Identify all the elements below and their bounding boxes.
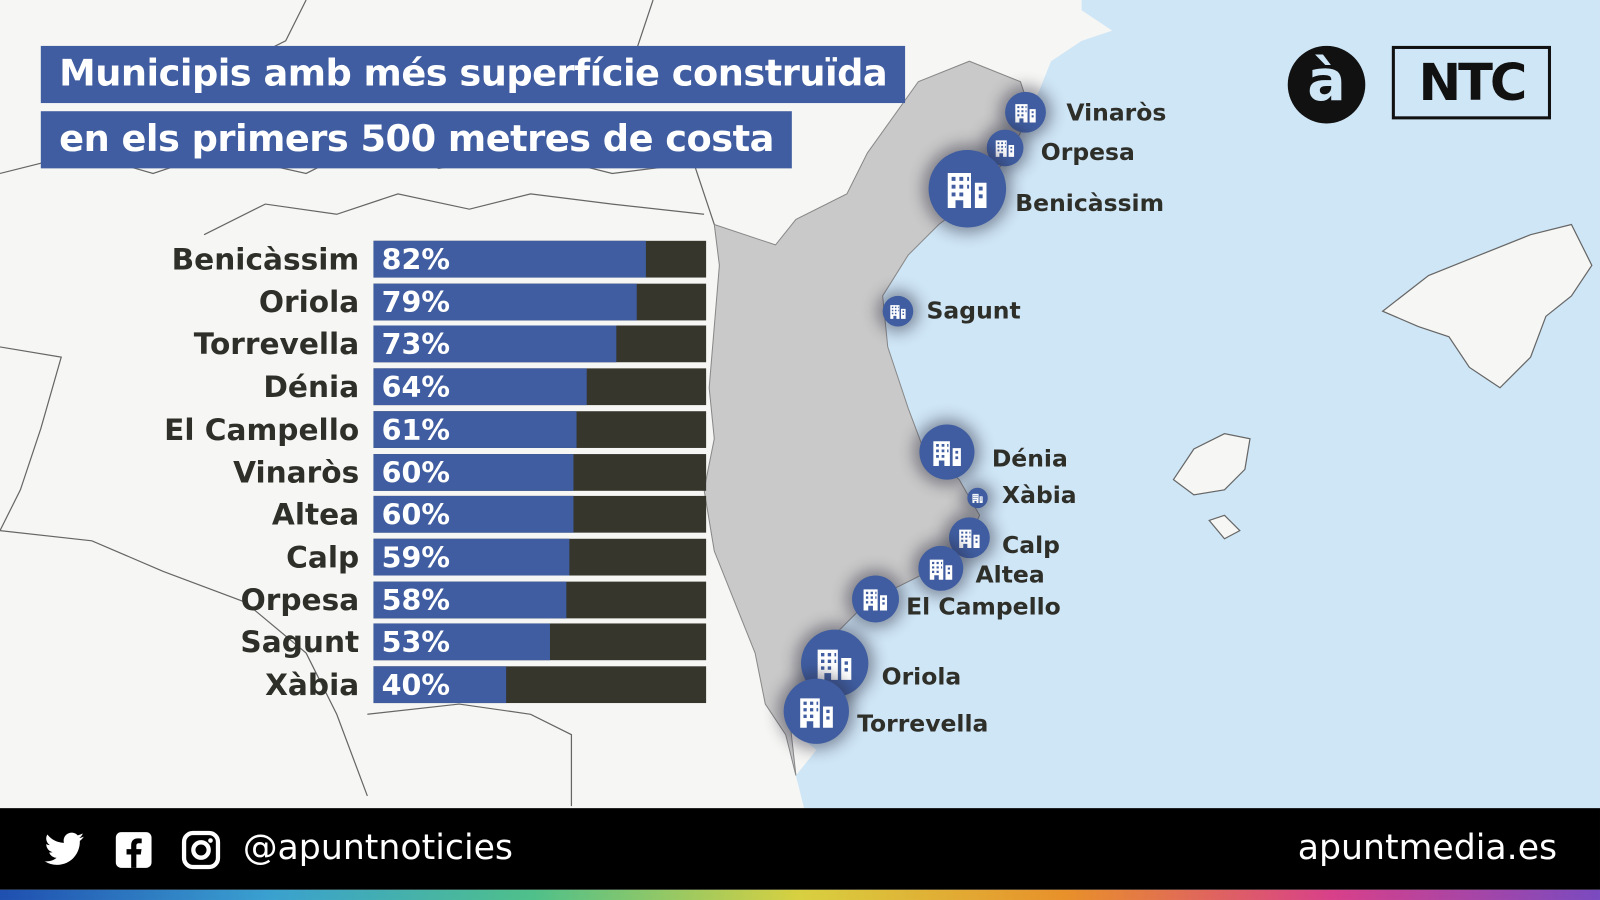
bar-fill xyxy=(373,325,617,363)
map-marker-label: Torrevella xyxy=(857,711,989,738)
bar-value-label: 40% xyxy=(381,668,451,703)
facebook-icon[interactable] xyxy=(112,829,155,872)
bar-fill xyxy=(373,581,567,618)
bar-fill xyxy=(373,411,577,448)
map-marker-label: Calp xyxy=(1002,532,1060,560)
bar-label: Torrevella xyxy=(193,326,360,362)
title-line-1: Municipis amb més superfície construïda xyxy=(40,45,906,104)
map-marker-label: Orpesa xyxy=(1040,139,1135,167)
bar-track: 64% xyxy=(373,368,707,406)
eivissa xyxy=(1172,433,1251,496)
building-icon xyxy=(799,698,833,728)
map-marker xyxy=(783,678,849,744)
bar-label: Sagunt xyxy=(240,624,360,660)
bar-value-label: 59% xyxy=(381,540,451,575)
social-handle[interactable]: @apuntnoticies xyxy=(242,827,514,869)
instagram-icon[interactable] xyxy=(180,829,223,872)
bar-value-label: 64% xyxy=(381,370,451,405)
map-marker-label: Oriola xyxy=(881,664,962,691)
bar-track: 58% xyxy=(373,581,707,618)
map-marker-label: Xàbia xyxy=(1002,482,1077,510)
bar-label: Benicàssim xyxy=(171,241,360,277)
bar-label: El Campello xyxy=(164,412,360,447)
bar-value-label: 58% xyxy=(381,583,451,617)
ntc-logo: NTC xyxy=(1391,45,1552,120)
map-marker xyxy=(919,424,975,480)
map-marker xyxy=(928,149,1007,228)
map-marker-label: Benicàssim xyxy=(1015,190,1165,218)
valencian-region xyxy=(703,60,1032,776)
bar-label: Orpesa xyxy=(240,582,360,617)
bar-fill xyxy=(373,666,507,704)
bar-fill xyxy=(373,368,587,406)
map-marker xyxy=(852,575,899,623)
bar-track: 60% xyxy=(373,496,707,533)
bar-label: Oriola xyxy=(258,284,360,320)
building-icon xyxy=(929,559,953,580)
bar-value-label: 61% xyxy=(381,413,451,447)
formentera xyxy=(1208,514,1241,540)
bar-value-label: 79% xyxy=(381,285,451,320)
color-stripe xyxy=(0,889,1600,900)
twitter-icon[interactable] xyxy=(43,829,86,872)
building-icon xyxy=(959,529,980,548)
building-icon xyxy=(933,441,961,466)
map-marker xyxy=(882,295,914,327)
bar-label: Vinaròs xyxy=(233,454,360,490)
map-marker xyxy=(918,545,964,591)
website-link[interactable]: apuntmedia.es xyxy=(1297,827,1558,869)
map-marker-label: Vinaròs xyxy=(1066,99,1167,127)
bar-fill xyxy=(373,240,647,278)
bar-track: 59% xyxy=(373,538,707,576)
bar-fill xyxy=(373,453,574,491)
building-icon xyxy=(972,493,983,504)
bar-label: Dénia xyxy=(263,369,360,405)
footer: @apuntnoticies apuntmedia.es xyxy=(0,808,1600,890)
map-marker xyxy=(967,487,988,509)
map-marker xyxy=(1005,91,1046,133)
bar-fill xyxy=(373,283,637,321)
bar-fill xyxy=(373,623,550,661)
map-marker-label: Dénia xyxy=(991,445,1068,473)
building-icon xyxy=(1015,104,1036,123)
bar-value-label: 82% xyxy=(381,242,451,277)
bar-label: Calp xyxy=(286,539,360,575)
bar-fill xyxy=(373,538,570,576)
mallorca xyxy=(1381,223,1593,389)
map-marker-label: Sagunt xyxy=(926,297,1021,325)
building-icon xyxy=(995,140,1015,158)
map-marker-label: Altea xyxy=(975,562,1045,589)
a-punt-logo: à xyxy=(1287,45,1366,124)
bar-value-label: 60% xyxy=(381,498,451,532)
building-icon xyxy=(817,649,852,681)
map-marker-label: El Campello xyxy=(906,593,1061,621)
title-line-2: en els primers 500 metres de costa xyxy=(40,111,793,169)
building-icon xyxy=(890,305,906,319)
bar-track: 53% xyxy=(373,623,707,661)
bar-track: 61% xyxy=(373,411,707,448)
bar-value-label: 73% xyxy=(381,327,451,362)
bar-track: 73% xyxy=(373,325,707,363)
bar-label: Altea xyxy=(271,497,360,532)
bar-track: 79% xyxy=(373,283,707,321)
bar-track: 40% xyxy=(373,666,707,704)
bar-label: Xàbia xyxy=(265,667,360,703)
bar-track: 60% xyxy=(373,453,707,491)
bar-track: 82% xyxy=(373,240,707,278)
bar-fill xyxy=(373,496,574,533)
building-icon xyxy=(947,173,987,209)
bar-value-label: 53% xyxy=(381,625,451,660)
bar-value-label: 60% xyxy=(381,455,451,490)
building-icon xyxy=(863,589,888,611)
